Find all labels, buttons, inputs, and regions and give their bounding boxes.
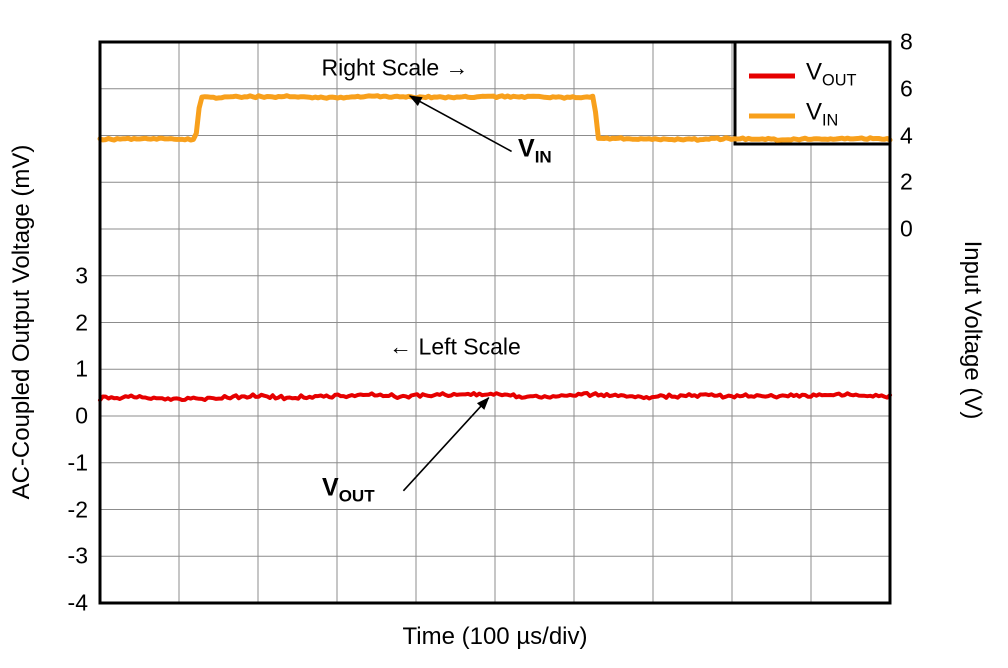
left-axis-tick-label: 0 bbox=[75, 402, 88, 429]
right-axis-tick-label: 2 bbox=[900, 168, 913, 195]
x-axis-title: Time (100 µs/div) bbox=[402, 623, 588, 650]
right-axis-tick-label: 6 bbox=[900, 75, 913, 102]
vin-trace-label-main: V bbox=[518, 134, 535, 163]
legend-label-vin-main: V bbox=[806, 98, 823, 126]
left-axis-tick-label: -3 bbox=[67, 542, 88, 569]
vout-trace-label-main: V bbox=[322, 473, 339, 502]
vout-arrow bbox=[402, 396, 490, 492]
vin-arrow bbox=[408, 95, 512, 153]
legend-label-vin: VIN bbox=[806, 99, 838, 131]
legend-label-vout-sub: OUT bbox=[822, 71, 857, 90]
trace-v-out bbox=[98, 391, 892, 403]
legend-label-vout-main: V bbox=[806, 58, 823, 86]
left-axis-tick-label: -2 bbox=[67, 496, 88, 522]
left-axis-tick-label: 1 bbox=[75, 355, 88, 382]
left-axis-ticks: 3 2 1 0 -1 -2 -3 -4 bbox=[0, 0, 88, 668]
right-axis-tick-label: 0 bbox=[900, 215, 913, 242]
vin-trace-label: VIN bbox=[518, 135, 552, 168]
right-axis-tick-label: 4 bbox=[900, 122, 913, 148]
vout-trace-label-sub: OUT bbox=[338, 486, 375, 506]
left-axis-title: AC-Coupled Output Voltage (mV) bbox=[8, 144, 35, 500]
legend-label-vout: VOUT bbox=[806, 59, 856, 91]
left-axis-tick-label: 3 bbox=[75, 262, 88, 289]
left-scale-annotation: ← Left Scale bbox=[389, 333, 521, 360]
legend-box bbox=[733, 40, 892, 146]
right-axis-title: Input Voltage (V) bbox=[959, 240, 986, 420]
trace-v-in bbox=[97, 93, 893, 143]
plot-border bbox=[98, 40, 892, 605]
right-axis-ticks: 8 6 4 2 0 bbox=[900, 0, 970, 668]
vin-trace-label-sub: IN bbox=[534, 147, 552, 167]
left-axis-tick-label: 2 bbox=[75, 309, 88, 335]
left-axis-tick-label: -1 bbox=[67, 449, 88, 476]
left-axis-tick-label: -4 bbox=[67, 589, 88, 616]
right-axis-tick-label: 8 bbox=[900, 28, 913, 55]
right-scale-annotation: Right Scale → bbox=[321, 54, 469, 81]
legend-label-vin-sub: IN bbox=[822, 111, 839, 130]
vout-trace-label: VOUT bbox=[322, 474, 375, 507]
